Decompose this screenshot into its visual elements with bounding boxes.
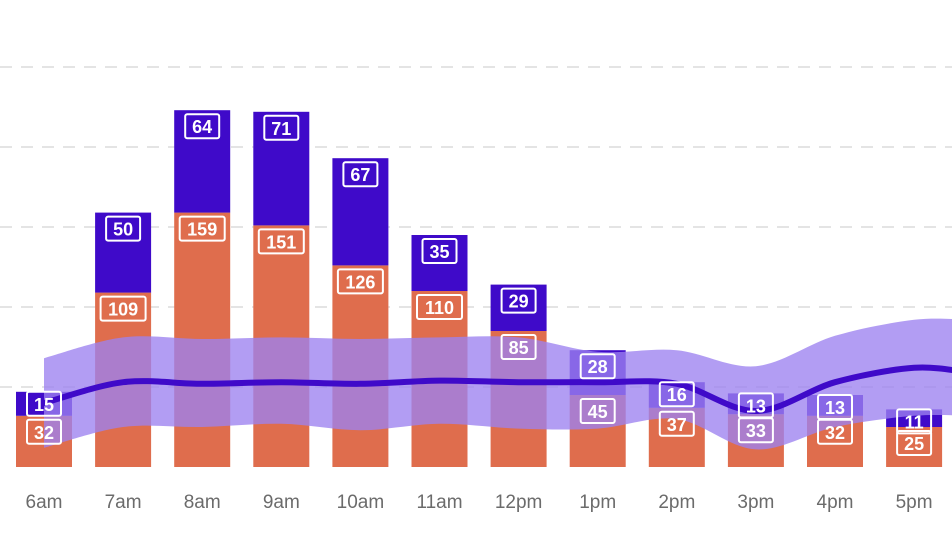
data-label-upper-text: 28 (588, 357, 608, 377)
data-label-upper-box (26, 390, 62, 417)
bar-segment-upper (332, 158, 389, 266)
data-label-lower-box (257, 228, 305, 255)
data-label-upper-box (421, 238, 458, 264)
x-tick-label: 1pm (579, 492, 616, 513)
data-label-upper-text: 64 (192, 117, 212, 137)
data-label-lower-box (579, 398, 616, 424)
bar-segment-upper (490, 284, 547, 331)
data-label-lower-text: 33 (746, 421, 766, 441)
data-label-lower-box (658, 410, 695, 437)
data-label-upper-box (184, 113, 221, 140)
data-label-lower-text: 151 (266, 232, 296, 252)
x-tick-label: 7am (105, 492, 142, 513)
data-label-lower-text: 32 (34, 423, 54, 443)
data-label-lower: 25 (896, 430, 933, 456)
data-label-lower-box (26, 418, 62, 445)
data-label-lower-box (336, 268, 384, 295)
data-label-upper-box (342, 161, 379, 188)
bar-segment-upper (253, 111, 310, 226)
data-label-lower-text: 25 (904, 434, 924, 454)
x-tick-label: 3pm (737, 492, 774, 513)
data-label-lower-box (500, 334, 537, 360)
data-label-upper: 71 (263, 114, 300, 141)
data-label-lower: 37 (658, 410, 695, 437)
data-label-upper: 35 (421, 238, 458, 264)
data-label-upper-text: 50 (113, 220, 133, 240)
bar-segment-upper (95, 212, 152, 293)
data-labels: 32 15 109 50 159 64 151 71 126 67 110 35 85 29 45 28 37 1… (26, 113, 933, 456)
data-label-upper-box (105, 215, 142, 242)
data-label-lower: 151 (257, 228, 305, 255)
data-label-lower-text: 110 (425, 298, 454, 318)
data-label-upper: 50 (105, 215, 142, 242)
data-label-upper-text: 13 (825, 398, 845, 418)
data-label-upper-box (263, 114, 300, 141)
data-label-lower: 32 (26, 418, 62, 445)
data-label-upper-text: 13 (746, 396, 766, 416)
data-label-lower: 110 (416, 294, 463, 320)
data-label-upper-text: 15 (34, 395, 54, 415)
trend-line (41, 364, 952, 415)
data-label-upper-text: 29 (509, 292, 529, 312)
data-label-upper: 16 (658, 381, 695, 408)
data-label-lower: 45 (579, 398, 616, 424)
data-label-lower-box (896, 430, 933, 456)
data-label-upper-box (658, 381, 695, 408)
data-label-lower: 85 (500, 334, 537, 360)
data-label-upper-box (896, 408, 933, 435)
data-label-lower: 159 (178, 215, 226, 242)
data-label-lower: 109 (99, 295, 147, 322)
data-label-lower-text: 126 (345, 272, 375, 292)
data-label-upper: 11 (896, 408, 933, 435)
data-label-upper-box (817, 394, 853, 420)
x-tick-label: 11am (416, 492, 462, 513)
data-label-upper-text: 11 (905, 412, 924, 432)
data-label-lower-text: 159 (187, 220, 217, 240)
x-tick-label: 10am (337, 492, 385, 513)
data-label-upper-box (737, 392, 774, 419)
x-tick-label: 12pm (495, 492, 543, 513)
data-label-upper-box (500, 287, 537, 314)
data-label-lower-box (178, 215, 226, 242)
trend-line-path (41, 364, 952, 415)
data-label-upper: 64 (184, 113, 221, 140)
x-tick-label: 9am (263, 492, 300, 513)
data-label-upper-text: 71 (271, 119, 291, 139)
data-label-lower-text: 32 (825, 423, 845, 443)
bar-segment-upper (174, 110, 231, 213)
data-label-lower-box (99, 295, 147, 322)
data-label-upper: 13 (737, 392, 774, 419)
x-tick-label: 5pm (896, 492, 933, 513)
x-tick-label: 4pm (817, 492, 854, 513)
data-label-lower: 126 (336, 268, 384, 295)
data-label-lower-box (416, 294, 463, 320)
data-label-upper: 29 (500, 287, 537, 314)
data-label-lower-text: 85 (509, 338, 529, 358)
data-label-upper: 67 (342, 161, 379, 188)
x-tick-label: 8am (184, 492, 221, 513)
data-label-upper-text: 35 (429, 242, 449, 262)
data-label-upper-text: 16 (667, 385, 687, 405)
data-label-upper: 28 (579, 353, 616, 380)
data-label-upper-box (579, 353, 616, 380)
data-label-upper: 15 (26, 390, 62, 417)
data-label-lower-text: 37 (667, 415, 687, 435)
data-label-upper: 13 (817, 394, 853, 420)
x-tick-label: 2pm (658, 492, 695, 513)
data-label-upper-text: 67 (350, 165, 370, 185)
data-label-lower-text: 45 (588, 402, 608, 422)
x-axis-ticks: 6am 7am 8am 9am 10am 11am 12pm 1pm 2pm 3pm 4pm 5pm (26, 492, 933, 513)
data-label-lower-text: 109 (108, 300, 138, 320)
x-tick-label: 6am (26, 492, 63, 513)
